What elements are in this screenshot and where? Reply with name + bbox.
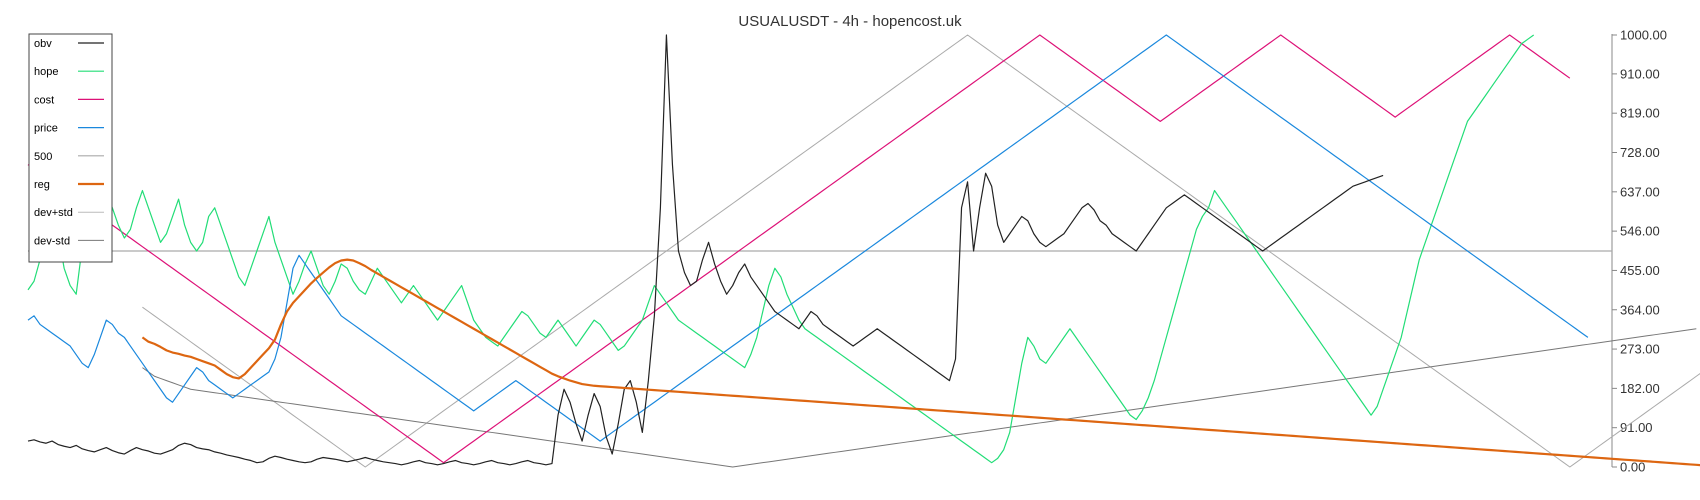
y-tick-label: 546.00 <box>1620 224 1660 239</box>
legend-label: reg <box>34 179 50 191</box>
y-tick-label: 910.00 <box>1620 66 1660 81</box>
series-cost-line <box>27 34 1571 464</box>
y-axis: 0.00 91.00 182.00 273.00 364.00 455.00 546.00 6… <box>1612 28 1667 475</box>
legend-label: cost <box>34 94 54 106</box>
legend-label: hope <box>34 66 58 78</box>
legend-label: dev+std <box>34 207 73 219</box>
series-price-line <box>27 34 1589 442</box>
y-tick-label: 273.00 <box>1620 342 1660 357</box>
legend-label: obv <box>34 38 52 50</box>
series-obv-line <box>27 34 1384 466</box>
legend: obv hope cost price 500 reg dev+std dev-std <box>28 33 113 263</box>
y-tick-label: 182.00 <box>1620 381 1660 396</box>
legend-box <box>28 33 113 263</box>
series-layer <box>27 34 1700 468</box>
y-tick-label: 728.00 <box>1620 145 1660 160</box>
chart-title: USUALUSDT - 4h - hopencost.uk <box>738 13 962 30</box>
legend-label: price <box>34 123 58 135</box>
y-tick-label: 364.00 <box>1620 302 1660 317</box>
series-dev-std-line <box>142 328 1697 468</box>
legend-label: dev-std <box>34 235 70 247</box>
series-hope-line <box>27 34 1535 464</box>
series-dev-std-line <box>142 34 1700 468</box>
y-tick-label: 1000.00 <box>1620 28 1667 43</box>
y-tick-label: 91.00 <box>1620 420 1653 435</box>
legend-label: 500 <box>34 151 52 163</box>
y-tick-label: 819.00 <box>1620 106 1660 121</box>
series-reg-line <box>141 258 1700 467</box>
y-tick-label: 637.00 <box>1620 184 1660 199</box>
y-tick-label: 455.00 <box>1620 263 1660 278</box>
y-tick-label: 0.00 <box>1620 460 1645 475</box>
